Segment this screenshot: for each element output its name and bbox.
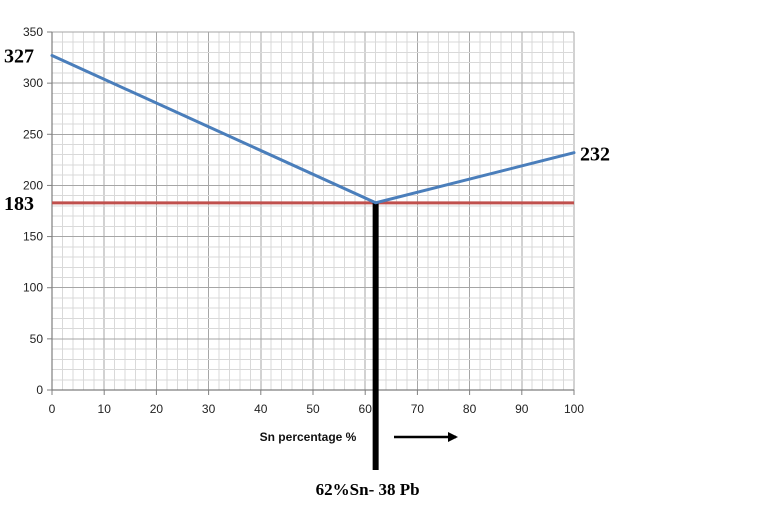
- x-tick-label: 90: [515, 402, 529, 416]
- reference-lines: [52, 201, 574, 470]
- y-tick-label: 150: [23, 230, 43, 244]
- value-annotation: 327: [4, 46, 34, 68]
- composition-caption: 62%Sn- 38 Pb: [316, 480, 420, 499]
- y-tick-label: 300: [23, 76, 43, 90]
- x-tick-label: 40: [254, 402, 268, 416]
- annotations: 327 232 183 62%Sn- 38 Pb: [4, 46, 610, 499]
- tick-labels: 0 10 20 30 40 50 60 70 80 90 100 0 50 100 150 200 250 300…: [23, 25, 584, 444]
- grid: [51, 31, 575, 391]
- x-tick-label: 30: [202, 402, 216, 416]
- y-tick-label: 0: [36, 383, 43, 397]
- x-tick-label: 60: [359, 402, 373, 416]
- x-tick-label: 70: [411, 402, 425, 416]
- y-tick-label: 200: [23, 178, 43, 192]
- x-tick-label: 0: [49, 402, 56, 416]
- y-tick-label: 100: [23, 281, 43, 295]
- x-tick-label: 10: [98, 402, 112, 416]
- x-tick-label: 50: [306, 402, 320, 416]
- value-annotation: 183: [4, 193, 34, 215]
- y-tick-label: 350: [23, 25, 43, 39]
- x-tick-label: 100: [564, 402, 584, 416]
- y-tick-label: 250: [23, 127, 43, 141]
- y-tick-label: 50: [30, 332, 44, 346]
- x-axis-label: Sn percentage %: [260, 430, 357, 444]
- series: [50, 54, 576, 205]
- x-tick-label: 80: [463, 402, 477, 416]
- value-annotation: 232: [580, 144, 610, 166]
- x-tick-label: 20: [150, 402, 164, 416]
